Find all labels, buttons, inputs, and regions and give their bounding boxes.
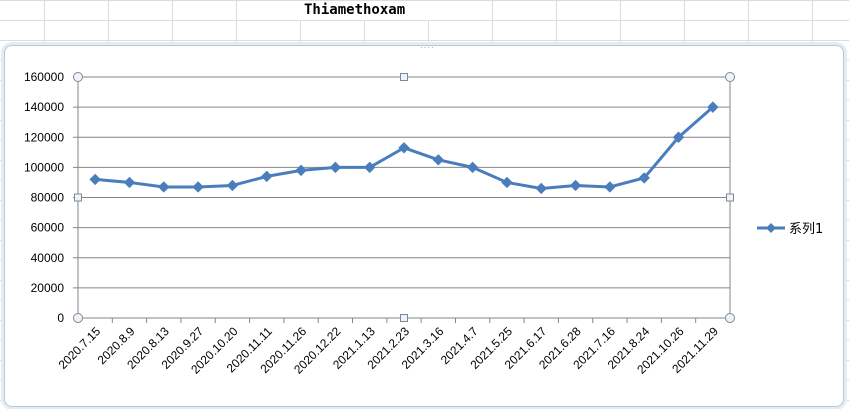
side-handle[interactable] xyxy=(74,193,82,202)
side-handle[interactable] xyxy=(400,73,408,81)
gridlines xyxy=(77,76,731,319)
data-point[interactable] xyxy=(501,176,513,189)
y-tick-label: 160000 xyxy=(24,70,64,84)
corner-handle[interactable] xyxy=(725,72,735,82)
legend: 系列1 xyxy=(757,222,823,237)
data-point[interactable] xyxy=(363,161,376,174)
data-point[interactable] xyxy=(466,161,479,174)
data-point[interactable] xyxy=(432,154,445,166)
y-axis: 0 20000 40000 60000 80000 100000 120000 140000 1… xyxy=(24,70,78,325)
data-point[interactable] xyxy=(604,181,616,193)
y-tick-label: 40000 xyxy=(31,251,65,265)
data-point[interactable] xyxy=(192,181,204,193)
y-tick-label: 80000 xyxy=(31,191,65,205)
data-point[interactable] xyxy=(89,173,101,186)
data-point[interactable] xyxy=(398,142,410,154)
data-point[interactable] xyxy=(569,179,582,192)
side-handle[interactable] xyxy=(400,314,408,322)
data-point[interactable] xyxy=(226,179,239,192)
chart-frame[interactable]: ···· xyxy=(4,43,844,407)
y-tick-label: 0 xyxy=(57,311,64,325)
y-tick-label: 120000 xyxy=(24,130,64,144)
resize-handle-top[interactable]: ···· xyxy=(420,43,435,52)
legend-marker xyxy=(766,223,776,233)
y-tick-label: 100000 xyxy=(24,160,64,174)
y-tick-label: 20000 xyxy=(31,281,65,295)
data-point[interactable] xyxy=(638,172,650,184)
corner-handle[interactable] xyxy=(725,313,735,323)
data-point[interactable] xyxy=(261,170,273,183)
corner-handle[interactable] xyxy=(73,72,83,82)
data-point[interactable] xyxy=(295,164,307,177)
side-handle[interactable] xyxy=(726,193,734,202)
data-point[interactable] xyxy=(707,101,719,113)
legend-entry[interactable]: 系列1 xyxy=(789,222,823,237)
x-axis: 2020.7.152020.8.92020.8.132020.9.272020.… xyxy=(56,318,731,377)
corner-handle[interactable] xyxy=(73,313,83,323)
data-point[interactable] xyxy=(329,161,342,174)
data-point[interactable] xyxy=(535,182,547,195)
cell-title[interactable]: Thiamethoxam xyxy=(300,1,444,20)
data-point[interactable] xyxy=(158,181,170,193)
y-tick-label: 140000 xyxy=(24,100,64,114)
y-tick-label: 60000 xyxy=(31,221,65,235)
data-point[interactable] xyxy=(672,131,685,143)
data-point[interactable] xyxy=(123,176,136,189)
series-group xyxy=(89,101,719,195)
selection-handles xyxy=(73,72,735,323)
x-tick-label: 2020.7.15 xyxy=(56,324,104,372)
